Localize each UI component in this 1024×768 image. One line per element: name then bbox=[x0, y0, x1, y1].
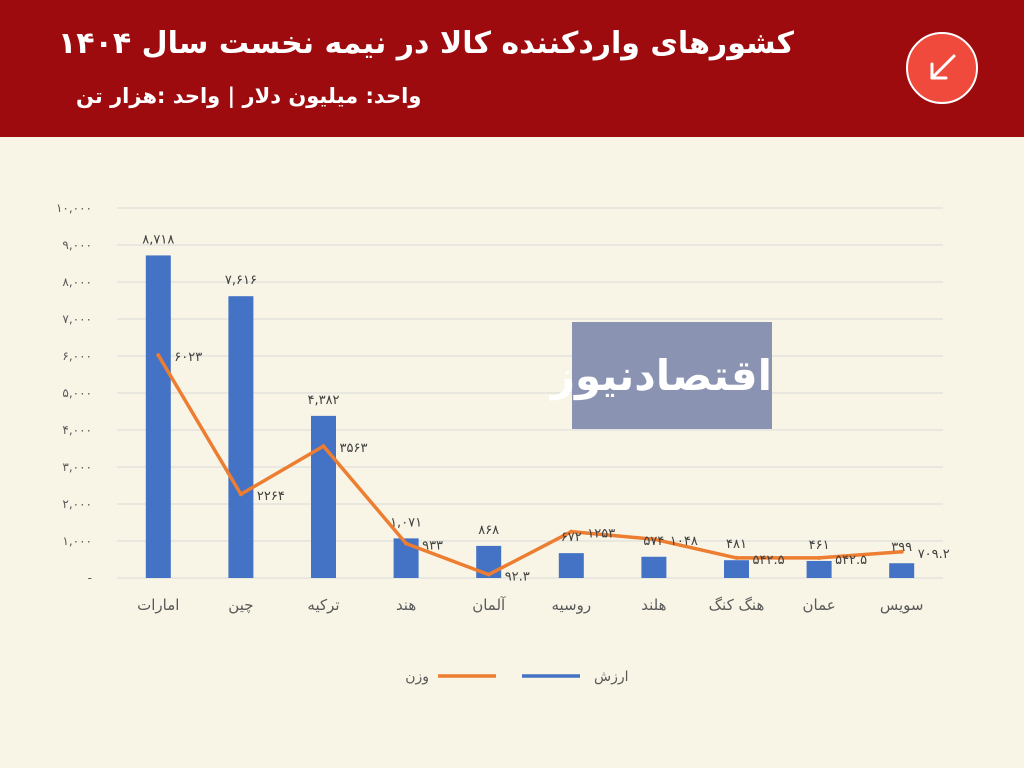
bar-value-label: ۸,۷۱۸ bbox=[142, 232, 174, 247]
line-value-label: ۶۰۲۳ bbox=[174, 350, 202, 365]
bar bbox=[889, 563, 915, 578]
line-point bbox=[817, 555, 822, 560]
y-tick-label: ۴,۰۰۰ bbox=[62, 423, 92, 437]
y-tick-label: ۸,۰۰۰ bbox=[62, 275, 92, 289]
line-value-label: ۷۰۹.۲ bbox=[918, 547, 950, 562]
line-series bbox=[156, 353, 904, 577]
x-tick-label: روسیه bbox=[551, 596, 591, 614]
x-tick-label: هند bbox=[396, 596, 416, 614]
grid-lines bbox=[117, 207, 943, 579]
line-point bbox=[486, 572, 491, 577]
chart: - ۱,۰۰۰ ۲,۰۰۰ ۳,۰۰۰ ۴,۰۰۰ ۵,۰۰۰ ۶,۰۰۰ ۷,۰۰۰ ۸,۰۰… bbox=[56, 201, 950, 685]
bar-value-label: ۴۸۱ bbox=[726, 537, 747, 552]
page-title: کشورهای واردکننده کالا در نیمه نخست سال … bbox=[57, 26, 794, 61]
y-tick-label: - bbox=[88, 571, 92, 585]
bar bbox=[641, 556, 667, 578]
line-point bbox=[651, 537, 656, 542]
bar-value-label: ۴,۳۸۲ bbox=[307, 393, 339, 408]
y-tick-label: ۶,۰۰۰ bbox=[62, 349, 92, 363]
y-tick-label: ۳,۰۰۰ bbox=[62, 460, 92, 474]
line-value-label: ۵۴۲.۵ bbox=[753, 553, 785, 568]
x-tick-label: عمان bbox=[802, 596, 835, 614]
line-point bbox=[404, 541, 409, 546]
line-point bbox=[569, 529, 574, 534]
y-axis-tick-labels: - ۱,۰۰۰ ۲,۰۰۰ ۳,۰۰۰ ۴,۰۰۰ ۵,۰۰۰ ۶,۰۰۰ ۷,۰۰۰ ۸,۰۰… bbox=[56, 201, 92, 585]
bar-value-label: ۵۷۴ bbox=[643, 534, 664, 549]
line-point bbox=[899, 549, 904, 554]
page-subtitle: واحد: میلیون دلار | واحد :هزار تن bbox=[76, 84, 422, 108]
x-tick-label: آلمان bbox=[472, 596, 506, 614]
legend-label-line: وزن bbox=[405, 669, 429, 685]
y-tick-label: ۱۰,۰۰۰ bbox=[56, 201, 92, 215]
y-tick-label: ۵,۰۰۰ bbox=[62, 386, 92, 400]
line-point bbox=[156, 353, 161, 358]
line-value-label: ۳۵۶۳ bbox=[340, 441, 368, 456]
x-axis-tick-labels: امارات چین ترکیه هند آلمان روسیه هلند هنگ کنگ عم… bbox=[137, 596, 923, 614]
bar-value-label: ۸۶۸ bbox=[478, 523, 499, 538]
line-path bbox=[156, 353, 904, 577]
bar bbox=[724, 560, 749, 578]
x-tick-label: هلند bbox=[641, 596, 666, 614]
x-tick-label: چین bbox=[228, 596, 253, 614]
line-value-label: ۱۲۵۳ bbox=[587, 527, 615, 542]
x-tick-label: ترکیه bbox=[307, 596, 339, 614]
line-value-label: ۹۳۳ bbox=[422, 538, 443, 553]
watermark-text: اقتصادنیوز bbox=[550, 351, 772, 400]
bar bbox=[145, 255, 171, 578]
bar-series bbox=[145, 255, 915, 578]
line-value-label: ۹۲.۳ bbox=[505, 570, 530, 585]
bar-value-label: ۶۷۲ bbox=[561, 530, 582, 545]
y-tick-label: ۷,۰۰۰ bbox=[62, 312, 92, 326]
bar bbox=[806, 560, 832, 578]
bar-value-label: ۷,۶۱۶ bbox=[225, 273, 257, 288]
line-point bbox=[321, 444, 326, 449]
bar bbox=[228, 296, 254, 578]
x-tick-label: هنگ کنگ bbox=[709, 596, 765, 614]
arrow-down-left-icon bbox=[906, 32, 978, 104]
line-value-label: ۲۲۶۴ bbox=[257, 489, 285, 504]
bar bbox=[311, 415, 336, 578]
bar-value-label: ۴۶۱ bbox=[809, 538, 830, 553]
line-point bbox=[238, 492, 243, 497]
bar-value-label: ۳۹۹ bbox=[891, 540, 912, 555]
bar bbox=[558, 553, 584, 578]
legend: ارزش وزن bbox=[405, 669, 628, 685]
line-value-label: ۱۰۴۸ bbox=[670, 534, 698, 549]
legend-label-bar: ارزش bbox=[594, 669, 629, 685]
watermark-logo: اقتصادنیوز bbox=[550, 322, 772, 429]
y-tick-label: ۲,۰۰۰ bbox=[62, 497, 92, 511]
line-value-label: ۵۴۲.۵ bbox=[835, 553, 867, 568]
data-labels: ۸,۷۱۸ ۷,۶۱۶ ۴,۳۸۲ ۱,۰۷۱ ۸۶۸ ۶۷۲ ۵۷۴ ۴۸۱ ۴۶۱ ۳۹۹ ۶۰… bbox=[142, 232, 950, 584]
x-tick-label: امارات bbox=[137, 596, 179, 614]
y-tick-label: ۹,۰۰۰ bbox=[62, 238, 92, 252]
header: کشورهای واردکننده کالا در نیمه نخست سال … bbox=[0, 0, 1024, 137]
bar-value-label: ۱,۰۷۱ bbox=[390, 515, 422, 530]
x-tick-label: سویس bbox=[880, 596, 924, 614]
y-tick-label: ۱,۰۰۰ bbox=[62, 534, 92, 548]
line-point bbox=[734, 555, 739, 560]
